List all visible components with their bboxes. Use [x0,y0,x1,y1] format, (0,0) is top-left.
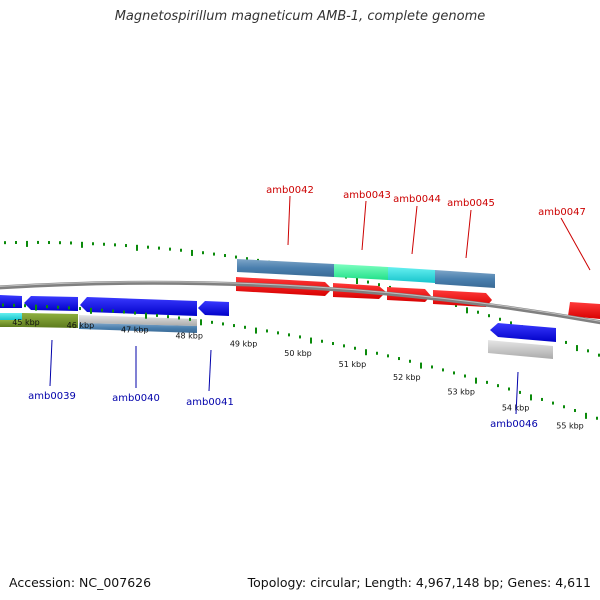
reverse-genes [0,295,556,342]
label-amb0040[interactable]: amb0040 [112,393,160,404]
label-amb0041[interactable]: amb0041 [186,397,234,408]
label-amb0045[interactable]: amb0045 [447,198,495,209]
reverse-gene-labels: amb0039 amb0040 amb0041 amb0046 [28,339,538,430]
label-amb0044[interactable]: amb0044 [393,194,441,205]
label-amb0043[interactable]: amb0043 [343,190,391,201]
feature-block-mint[interactable] [334,264,388,280]
genome-backbone-highlight [0,281,600,322]
inner-tick-ring [2,303,598,420]
scale-label: 52 kbp [393,373,421,382]
scale-label: 46 kbp [67,321,95,330]
gene-amb0039[interactable] [24,296,78,311]
genome-info-text: Topology: circular; Length: 4,967,148 bp… [247,575,591,590]
feature-block-steel-2[interactable] [435,270,495,288]
leader-line-amb0041 [208,349,212,392]
scale-labels: 45 kbp 46 kbp 47 kbp 48 kbp 49 kbp 50 kbp 51 k… [12,318,584,430]
feature-block-cyan-rev[interactable] [0,313,22,320]
gene-amb0047[interactable] [568,302,600,319]
label-amb0039[interactable]: amb0039 [28,391,76,402]
label-amb0042[interactable]: amb0042 [266,185,314,196]
leader-line-amb0046 [515,371,519,415]
leader-line-amb0047 [560,217,591,271]
accession-text: Accession: NC_007626 [9,575,152,590]
feature-block-gray-2[interactable] [488,340,553,359]
feature-block-cyan[interactable] [388,267,435,283]
scale-label: 48 kbp [175,332,203,341]
feature-block-gray[interactable] [79,315,197,326]
leader-line-amb0043 [361,200,367,251]
feature-block-olive[interactable] [0,320,22,327]
leader-line-amb0045 [465,209,472,259]
reverse-feature-band [0,313,553,359]
scale-label: 53 kbp [447,387,475,396]
leader-line-amb0039 [49,339,53,387]
feature-block-steel[interactable] [237,259,334,277]
scale-label: 55 kbp [556,421,584,430]
scale-label: 47 kbp [121,326,149,335]
leader-line-amb0042 [287,195,291,246]
label-amb0047[interactable]: amb0047 [538,207,586,218]
feature-block-steel-rev[interactable] [79,323,197,333]
scale-label: 45 kbp [12,318,40,327]
label-amb0046[interactable]: amb0046 [490,419,538,430]
map-title: Magnetospirillum magneticum AMB-1, compl… [114,9,486,24]
gene-amb0041[interactable] [198,301,229,316]
gene-amb0038[interactable] [0,295,22,308]
gene-amb0040[interactable] [80,297,197,316]
genome-backbone [0,280,600,325]
gene-amb0046[interactable] [490,323,556,342]
scale-label: 50 kbp [284,349,312,358]
scale-label: 51 kbp [339,360,367,369]
feature-block-olive-2[interactable] [22,313,78,328]
forward-gene-labels: amb0042 amb0043 amb0044 amb0045 amb0047 [266,185,591,271]
scale-label: 54 kbp [502,404,530,413]
leader-line-amb0044 [411,205,418,255]
scale-label: 49 kbp [230,340,258,349]
forward-feature-band [237,259,495,288]
